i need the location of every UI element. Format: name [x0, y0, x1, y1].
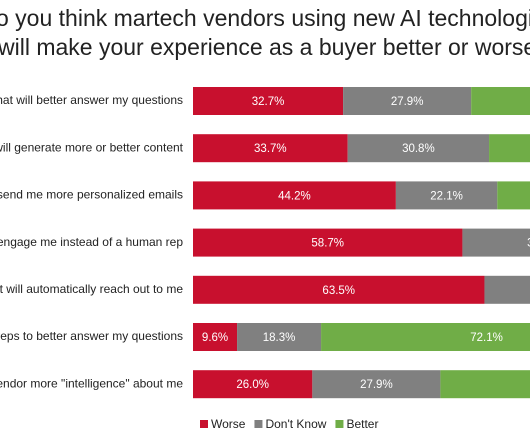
chart-title: o you think martech vendors using new AI… — [0, 5, 530, 31]
legend-label: Worse — [211, 417, 246, 431]
category-label: hat will better answer my questions — [0, 93, 183, 107]
value-label: 32.7% — [252, 96, 285, 108]
bar-segment — [193, 181, 396, 210]
category-label: t will automatically reach out to me — [0, 282, 183, 296]
legend-swatch — [200, 420, 208, 428]
bar-segment — [462, 228, 530, 257]
value-label: 72.1% — [470, 332, 503, 344]
value-label: 63.5% — [322, 285, 355, 297]
value-label: 18.3% — [263, 332, 296, 344]
legend-label: Better — [346, 417, 378, 431]
bar-segment — [440, 370, 530, 399]
value-label: 31 — [527, 238, 530, 250]
bar-segment — [497, 181, 530, 210]
bar-segment — [347, 134, 490, 163]
bar-segment — [471, 87, 530, 115]
category-label: reps to better answer my questions — [0, 329, 183, 343]
legend-swatch — [335, 420, 344, 428]
bar-segment — [193, 275, 485, 304]
bar-segment — [395, 181, 498, 210]
value-label: 9.6% — [202, 332, 228, 344]
value-label: 30.8% — [402, 143, 435, 155]
bar-segment — [484, 275, 530, 304]
value-label: 27.9% — [360, 379, 393, 391]
bar-segment — [343, 87, 472, 115]
value-label: 27.9% — [391, 96, 424, 108]
value-label: 33.7% — [254, 143, 287, 155]
value-label: 22.1% — [430, 190, 463, 202]
value-label: 58.7% — [311, 238, 344, 250]
bar-segment — [321, 323, 530, 351]
bar-segment — [193, 323, 238, 351]
bar-segment — [237, 323, 322, 351]
legend-label: Don't Know — [265, 417, 326, 431]
category-label: engage me instead of a human rep — [0, 235, 183, 249]
bar-segment — [193, 87, 344, 115]
bar-segment — [193, 134, 348, 163]
category-label: will generate more or better content — [0, 140, 184, 154]
category-label: send me more personalized emails — [0, 188, 183, 202]
legend-swatch — [254, 420, 263, 428]
value-label: 44.2% — [278, 190, 311, 202]
category-label: endor more "intelligence" about me — [0, 376, 183, 390]
value-label: 26.0% — [236, 379, 269, 391]
bar-segment — [312, 370, 441, 399]
chart-title: will make your experience as a buyer bet… — [0, 34, 530, 60]
bar-segment — [193, 370, 313, 399]
bar-segment — [193, 228, 463, 257]
bar-segment — [489, 134, 530, 163]
